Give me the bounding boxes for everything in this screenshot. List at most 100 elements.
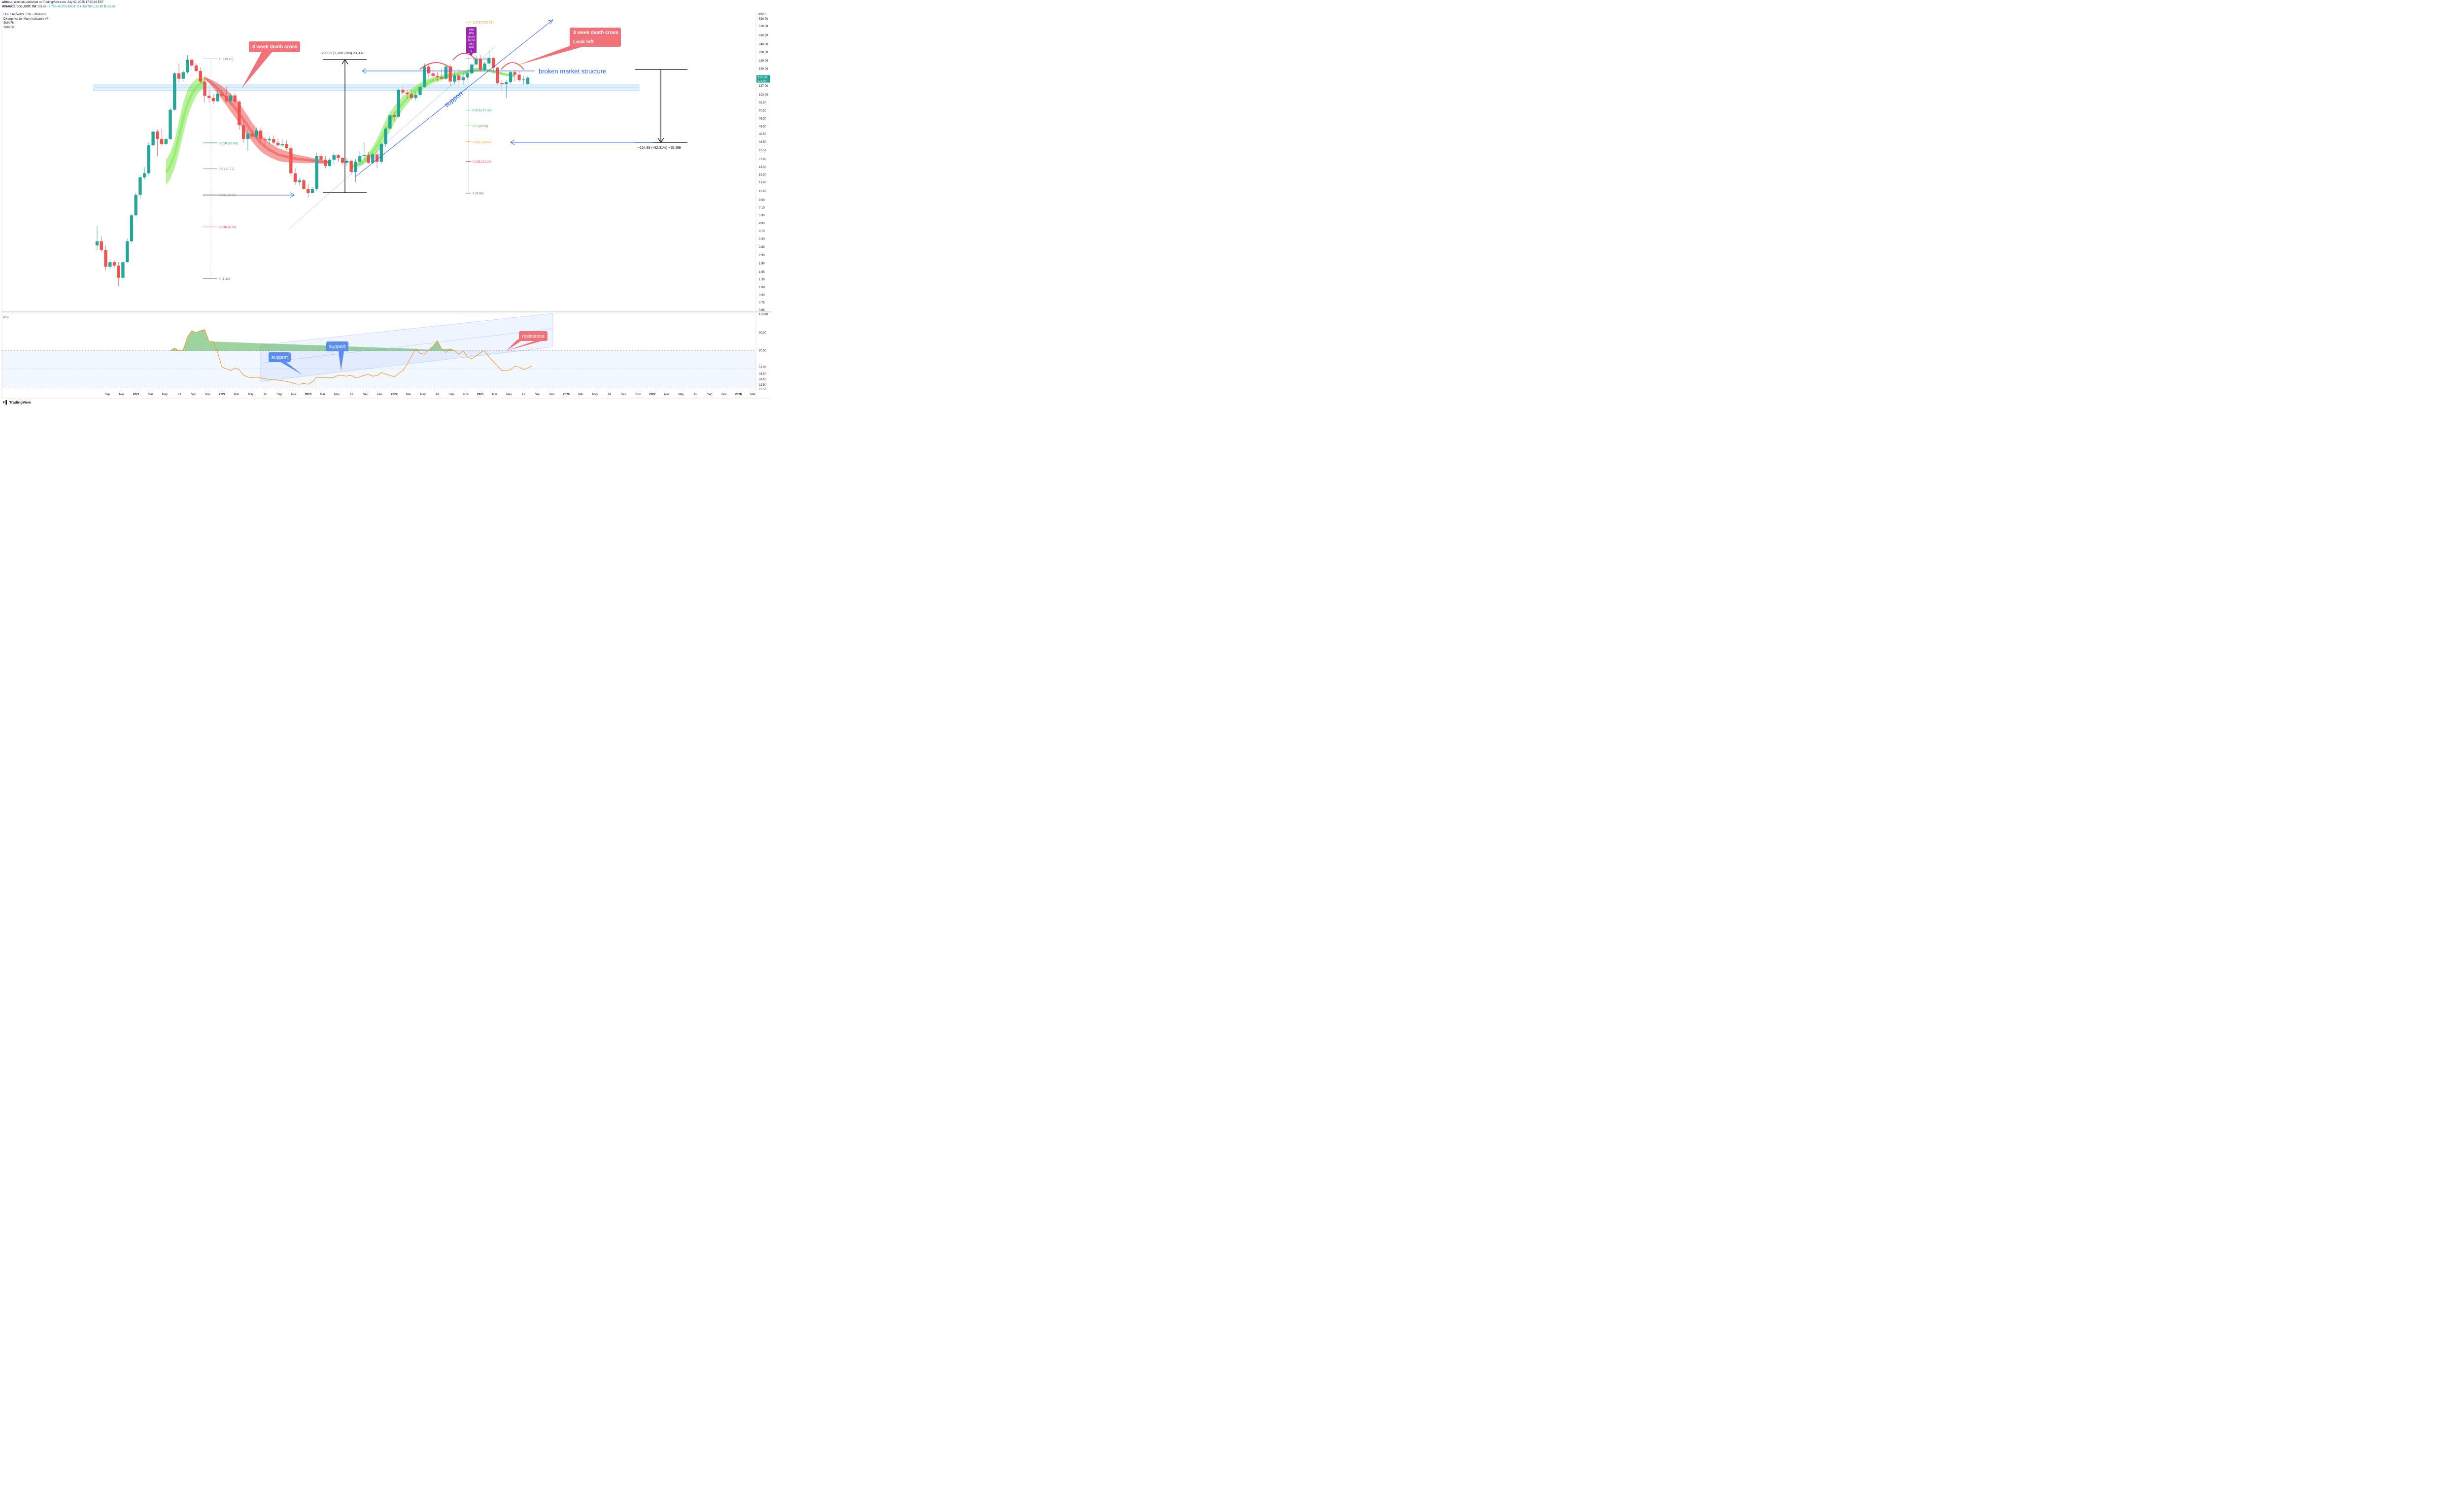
- price-axis-tick: 4.10: [759, 230, 765, 233]
- candle-body: [130, 215, 134, 241]
- candle-body: [207, 96, 211, 98]
- candle-body: [397, 90, 400, 117]
- rsi-pane-title: RSI: [3, 316, 8, 319]
- last-price-countdown: 11d 2h: [758, 80, 766, 83]
- candle-body: [362, 155, 366, 156]
- time-axis-tick: 2026: [563, 393, 570, 396]
- candle-body: [169, 109, 172, 139]
- measure-down-label: −154.89 (−82.31%) −15,489: [638, 146, 681, 150]
- time-axis-tick: Nov: [119, 393, 125, 396]
- rsi-axis-tick: 70.00: [759, 350, 767, 353]
- fib-left-label: 0.236 (4.50): [219, 226, 236, 229]
- time-axis-tick: Jul: [263, 393, 267, 396]
- divergence-box-label: Hist: [469, 29, 474, 32]
- publisher-line: without_worries published on TradingView…: [2, 1, 103, 4]
- candle-body: [500, 83, 504, 84]
- green-sma-band-0: [166, 77, 205, 186]
- candle-body: [199, 71, 202, 82]
- last-price: 153.66: [37, 5, 46, 8]
- candle-body: [255, 130, 258, 137]
- divergence-box: [466, 27, 477, 53]
- candle-body: [418, 87, 422, 95]
- candle-body: [491, 58, 495, 68]
- candle-body: [310, 189, 314, 193]
- publish-info: published on TradingView.com, July 02, 2…: [25, 1, 104, 4]
- candle-body: [392, 115, 396, 117]
- candle-body: [211, 98, 215, 102]
- rsi-axis-tick: 110.00: [759, 313, 768, 316]
- death-cross-callout-2-pointer: [516, 43, 584, 66]
- price-axis-tick: 40.50: [759, 133, 767, 136]
- price-axis-tick: 8.50: [759, 199, 765, 202]
- time-axis-tick: Jul: [349, 393, 353, 396]
- time-axis-tick: Nov: [549, 393, 555, 396]
- price-axis-tick: 620.00: [759, 18, 768, 21]
- rsi-resistance-pointer-2: [506, 339, 523, 351]
- death-cross-callout-1-text: 3 week death cross: [252, 44, 298, 50]
- rsi-support-callout-2-box: [326, 341, 348, 351]
- tradingview-logo[interactable]: ▼▌ TradingView: [2, 400, 31, 405]
- candle-body: [367, 155, 370, 163]
- broken-structure-label: broken market structure: [539, 68, 606, 75]
- price-axis-tick: 280.00: [759, 51, 768, 54]
- candle-body: [341, 158, 344, 163]
- candle-body: [173, 73, 176, 110]
- fib-left-label: 0 (1.32): [219, 277, 230, 281]
- candle-body: [142, 173, 146, 178]
- death-cross-callout-1-pointer: [241, 52, 272, 89]
- time-axis-tick: May: [162, 393, 168, 396]
- candle-body: [280, 144, 284, 145]
- candle-body: [250, 133, 254, 137]
- time-axis-tick: Mar: [320, 393, 325, 396]
- candle-body: [302, 180, 306, 189]
- time-axis-tick: 2022: [219, 393, 226, 396]
- fib-left-label: 1 (239.45): [219, 58, 234, 61]
- legend-symbol[interactable]: SOL / TetherUS · 3W · BINANCE: [3, 13, 47, 16]
- rsi-support-callout-1-text: support: [272, 355, 288, 361]
- broken-structure-arrowhead: [362, 68, 367, 74]
- candle-body: [522, 79, 525, 80]
- publisher-name[interactable]: without_worries: [2, 1, 25, 4]
- candle-body: [307, 189, 310, 193]
- time-axis-tick: Nov: [377, 393, 383, 396]
- candle-body: [95, 241, 99, 246]
- price-axis-tick: 48.50: [759, 126, 767, 129]
- candle-body: [112, 262, 116, 266]
- candle-body: [345, 161, 349, 163]
- candle-body: [147, 145, 151, 173]
- price-axis-tick: 0.75: [759, 302, 765, 305]
- candle-body: [517, 74, 521, 80]
- divergence-box-label: Stoch: [468, 35, 475, 38]
- time-axis-tick: Sep: [363, 393, 368, 396]
- candle-body: [483, 63, 486, 70]
- time-axis-tick: Nov: [291, 393, 297, 396]
- price-axis-tick: 2.30: [759, 254, 765, 257]
- candle-body: [315, 156, 318, 189]
- death-cross-callout-2-box: [570, 28, 621, 47]
- time-axis-tick: Sep: [105, 393, 110, 396]
- time-axis-tick: Nov: [721, 393, 727, 396]
- candle-body: [164, 139, 168, 144]
- price-axis-tick: 420.00: [759, 34, 768, 37]
- time-axis-tick: Mar: [578, 393, 583, 396]
- legend-indicator-divergence[interactable]: Divergence for Many Indicators v4: [3, 17, 49, 21]
- fib-right-label: 1 (240.82): [473, 58, 487, 61]
- candle-body: [388, 115, 392, 129]
- price-axis-tick: 520.00: [759, 25, 768, 28]
- time-axis-tick: Sep: [449, 393, 454, 396]
- candle-body: [461, 77, 465, 80]
- candle-body: [375, 154, 379, 162]
- candle-body: [427, 67, 431, 73]
- price-axis-tick: 103.00: [759, 94, 768, 97]
- price-axis-tick: 1.55: [759, 271, 765, 274]
- legend-indicator-sma-fill-1[interactable]: SMA Fill: [3, 22, 15, 25]
- candle-body: [121, 262, 125, 278]
- time-axis-tick: Jul: [608, 393, 612, 396]
- fib-left-label: 0.5 (17.77): [219, 168, 234, 171]
- time-axis-tick: May: [592, 393, 598, 396]
- candle-body: [177, 73, 181, 79]
- candle-body: [298, 180, 301, 182]
- candle-body: [220, 94, 224, 96]
- price-axis-tick: 190.00: [759, 68, 768, 70]
- legend-indicator-sma-fill-2[interactable]: SMA Fill: [3, 26, 15, 29]
